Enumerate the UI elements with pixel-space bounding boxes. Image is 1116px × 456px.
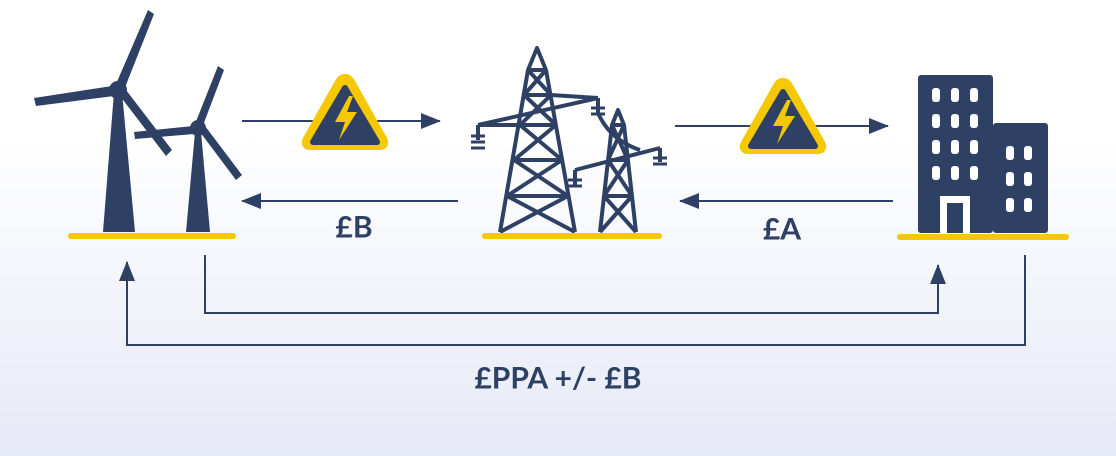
- pylons: [476, 46, 662, 234]
- building: [918, 75, 1048, 233]
- wind-turbines: [34, 10, 242, 232]
- ground-line: [897, 234, 1069, 240]
- insulators: [471, 106, 667, 188]
- payment-label: £A: [763, 211, 801, 247]
- payment-label: £B: [335, 209, 372, 245]
- ground-line: [482, 233, 662, 239]
- ground-line: [68, 233, 236, 239]
- payment-label: £PPA +/- £B: [474, 360, 641, 396]
